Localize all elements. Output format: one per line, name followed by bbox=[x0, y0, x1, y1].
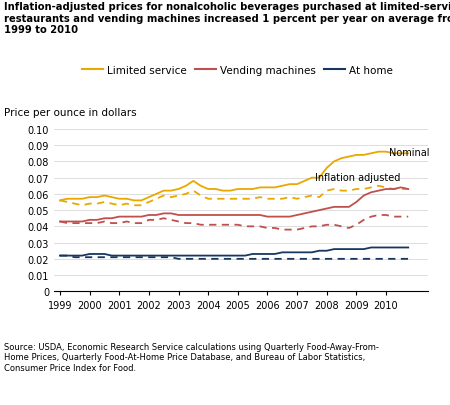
Text: Inflation-adjusted prices for nonalcoholic beverages purchased at limited-servic: Inflation-adjusted prices for nonalcohol… bbox=[4, 2, 450, 35]
Text: Inflation adjusted: Inflation adjusted bbox=[315, 173, 400, 183]
Text: Price per ounce in dollars: Price per ounce in dollars bbox=[4, 107, 137, 117]
Legend: Limited service, Vending machines, At home: Limited service, Vending machines, At ho… bbox=[78, 62, 397, 80]
Text: Source: USDA, Economic Research Service calculations using Quarterly Food-Away-F: Source: USDA, Economic Research Service … bbox=[4, 342, 379, 372]
Text: Nominal: Nominal bbox=[389, 147, 429, 158]
